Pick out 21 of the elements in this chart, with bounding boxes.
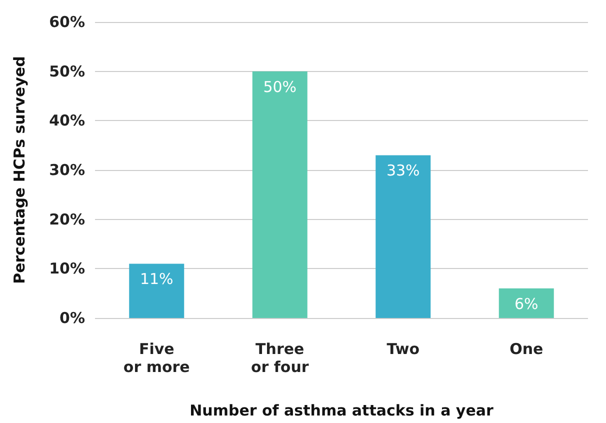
- y-tick-label: 50%: [49, 62, 85, 80]
- data-label: 11%: [140, 270, 174, 288]
- y-tick-label: 60%: [49, 13, 85, 31]
- bar: [252, 71, 308, 318]
- x-tick-label: One: [510, 340, 544, 358]
- bar: [498, 288, 554, 318]
- data-label: 6%: [514, 294, 538, 313]
- data-label: 33%: [386, 162, 420, 180]
- y-tick-label: 20%: [49, 210, 85, 228]
- bar: [129, 264, 184, 318]
- x-axis-title: Number of asthma attacks in a year: [190, 402, 494, 420]
- x-tick-label: Two: [386, 340, 420, 358]
- y-tick-label: 30%: [49, 161, 85, 179]
- x-tick-label: Five or more: [123, 340, 190, 376]
- y-tick-label: 10%: [49, 260, 85, 278]
- data-label: 50%: [263, 78, 297, 96]
- y-tick-label: 0%: [60, 309, 85, 327]
- y-tick-label: 40%: [49, 112, 85, 130]
- bar: [376, 155, 431, 318]
- y-axis-title: Percentage HCPs surveyed: [10, 56, 28, 284]
- x-tick-label: Three or four: [250, 340, 310, 376]
